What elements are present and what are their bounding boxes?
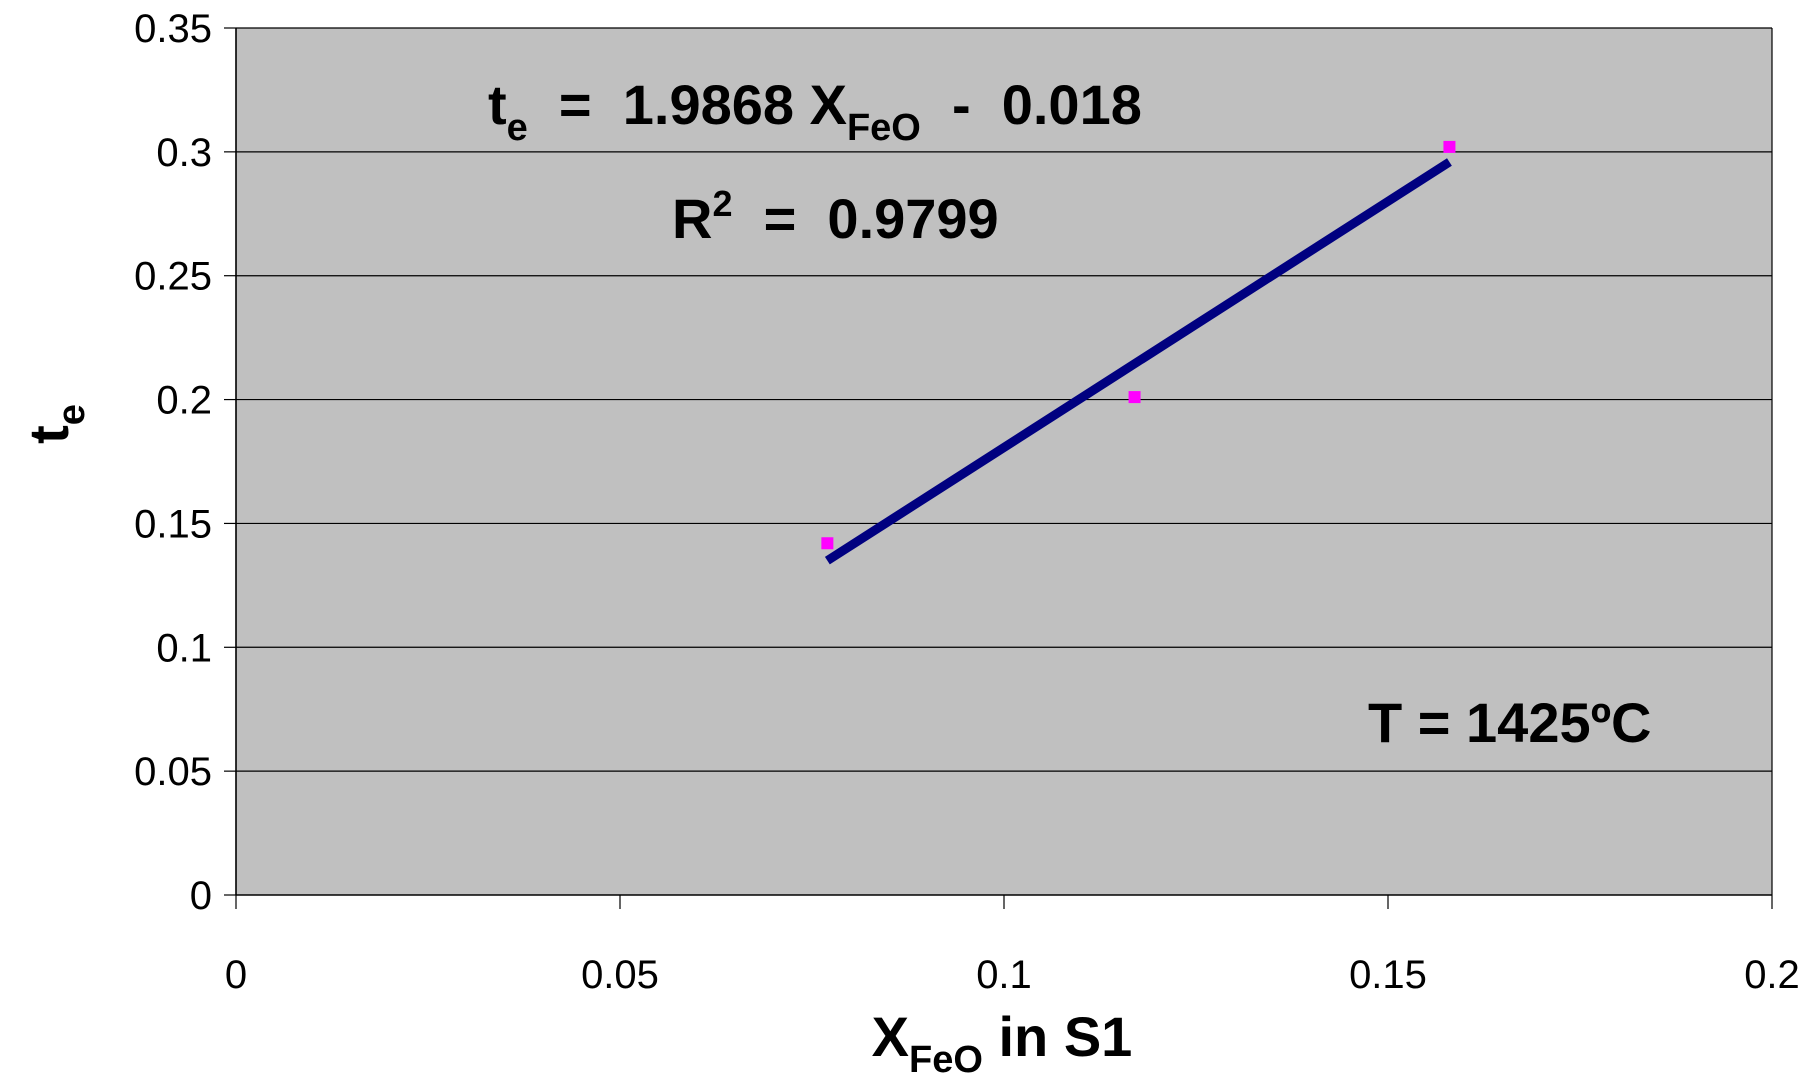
r-squared-sup: 2 (712, 183, 732, 224)
y-tick-label: 0.2 (156, 379, 212, 423)
y-tick-label: 0.15 (134, 502, 212, 546)
equation-middle: = 1.9868 X (528, 73, 847, 136)
y-tick-label: 0.05 (134, 750, 212, 794)
r-squared-annotation: R2 = 0.9799 (672, 183, 999, 250)
x-tick-label: 0.2 (1744, 953, 1800, 997)
x-tick-labels: 0 0.05 0.1 0.15 0.2 (225, 953, 1800, 997)
plot-area (236, 28, 1772, 895)
y-tick-labels: 0 0.05 0.1 0.15 0.2 0.25 0.3 0.35 (134, 7, 212, 918)
r-squared-rest: = 0.9799 (732, 187, 998, 250)
x-axis-label: XFeO in S1 (872, 1005, 1133, 1073)
data-point (1128, 391, 1141, 404)
x-axis-label-main: X (872, 1005, 909, 1068)
equation-rhs: - 0.018 (921, 73, 1142, 136)
data-point (1443, 140, 1456, 153)
x-tick-label: 0 (225, 953, 247, 997)
temperature-annotation: T = 1425ºC (1368, 691, 1652, 754)
y-axis-label-main: t (17, 425, 80, 444)
data-series (821, 140, 1456, 565)
data-point (821, 537, 834, 550)
x-tick-label: 0.1 (976, 953, 1032, 997)
y-tick-label: 0 (190, 874, 212, 918)
r-squared-main: R (672, 187, 712, 250)
y-tick-label: 0.35 (134, 7, 212, 51)
equation-annotation: te = 1.9868 XFeO - 0.018 (488, 73, 1142, 149)
x-axis-label-sub: FeO (909, 1039, 983, 1073)
y-axis-label-sub: e (51, 404, 93, 425)
axes (224, 27, 1773, 909)
x-axis-label-rest: in S1 (983, 1005, 1132, 1068)
y-tick-label: 0.25 (134, 255, 212, 299)
equation-lhs: t (488, 73, 507, 136)
y-tick-label: 0.1 (156, 626, 212, 670)
y-axis-label: te (17, 404, 93, 444)
y-tick-label: 0.3 (156, 131, 212, 175)
trendline (824, 158, 1452, 565)
gridlines (236, 27, 1772, 772)
equation-var-sub: FeO (847, 107, 921, 149)
equation-lhs-sub: e (507, 107, 528, 149)
x-tick-label: 0.05 (581, 953, 659, 997)
x-tick-label: 0.15 (1349, 953, 1427, 997)
